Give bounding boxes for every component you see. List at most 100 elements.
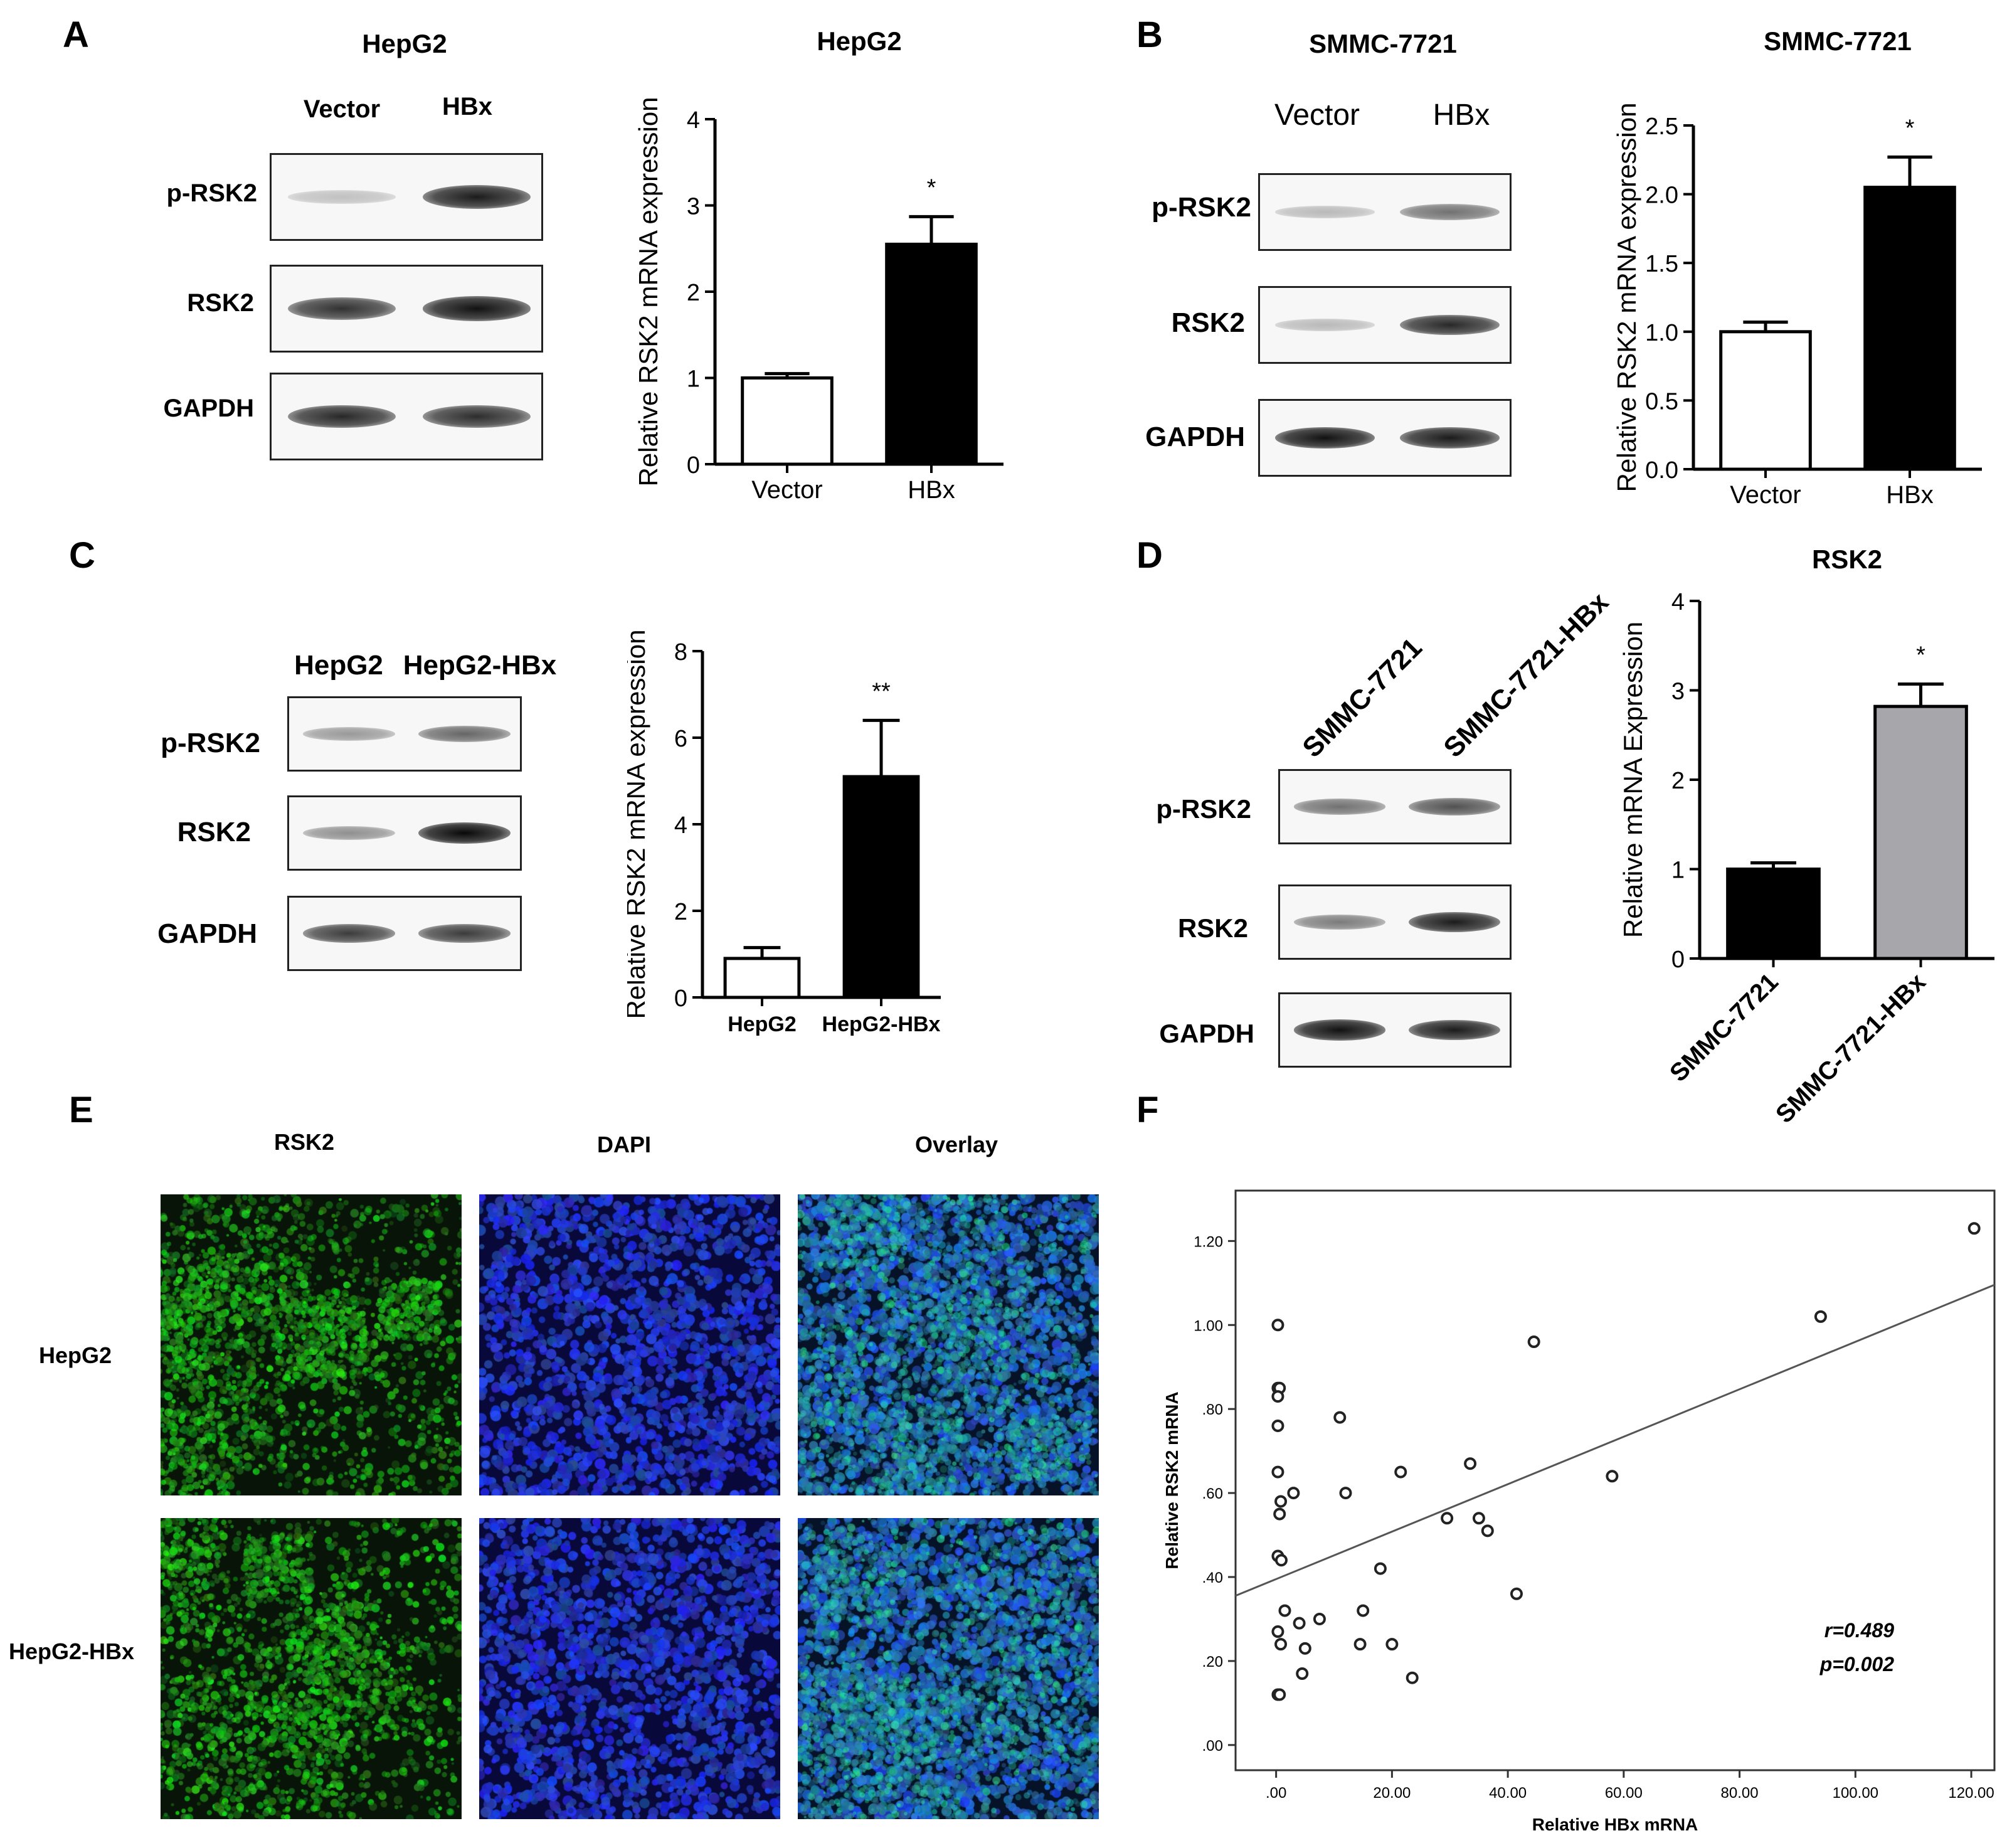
blot-b-strip-3 (1258, 399, 1512, 477)
y-tick-label: 1.0 (1645, 320, 1678, 346)
blot-a-lane-1: Vector (303, 95, 381, 123)
panel-label-a: A (63, 14, 89, 55)
significance-marker: * (927, 174, 936, 201)
blot-d-lane-2: SMMC-7721-HBx (1438, 587, 1614, 763)
y-tick-label: 4 (687, 107, 700, 134)
blot-a-lane-2: HBx (442, 93, 493, 120)
blot-b-lane-2: HBx (1432, 98, 1490, 132)
bar (1863, 186, 1956, 471)
x-axis-label: Relative HBx mRNA (1532, 1815, 1698, 1834)
y-tick-label: 4 (674, 812, 687, 839)
chart-c: 0 2 4 6 8 Relative RSK2 mRNA expression HepG2 *… (627, 630, 941, 1036)
data-point (1374, 1562, 1387, 1575)
annotation-r: r=0.489 (1824, 1619, 1894, 1642)
chart-a: HepG2 0 1 2 3 4 Relative RSK2 mRNA expression V… (633, 26, 1004, 504)
blot-b-lane-1: Vector (1274, 98, 1360, 132)
blot-a-label-p-rsk2: p-RSK2 (166, 179, 257, 207)
y-tick-label: 3 (1671, 679, 1685, 705)
y-axis-label: Relative RSK2 mRNA expression (627, 630, 650, 1019)
y-tick-label: 8 (674, 639, 687, 666)
panel-label-c: C (69, 535, 95, 576)
significance-marker: * (1905, 115, 1915, 141)
panel-label-b: B (1136, 14, 1163, 55)
y-tick-label: 1.20 (1194, 1233, 1223, 1250)
micrograph-row-hepg2: HepG2 (39, 1342, 112, 1368)
blot-d-label-rsk2: RSK2 (1177, 913, 1248, 943)
data-point (1293, 1617, 1306, 1630)
chart-f: .00 .20 .40 .60 .80 1.00 1.20 .00 20.00 40.00 60.0… (1162, 1189, 1996, 1834)
blot-d-strip-1 (1278, 769, 1512, 844)
panel-label-f: F (1136, 1090, 1159, 1130)
blot-c-lane-1: HepG2 (294, 650, 383, 681)
y-axis-label: Relative RSK2 mRNA (1162, 1391, 1182, 1569)
data-point (1273, 1688, 1286, 1701)
blot-band (287, 190, 396, 204)
data-point (1967, 1222, 1981, 1235)
micrograph-hepg2-overlay (798, 1194, 1099, 1495)
y-tick-label: 0.5 (1645, 388, 1678, 415)
blot-band (287, 405, 396, 428)
x-tick-label: 80.00 (1721, 1785, 1759, 1802)
data-point (1510, 1587, 1523, 1600)
data-point (1441, 1512, 1454, 1525)
x-tick-label: HBx (1886, 481, 1934, 509)
y-tick-label: 1 (1671, 858, 1685, 884)
blot-a-strip-1 (270, 153, 543, 241)
data-point (1271, 1625, 1284, 1638)
x-tick-label: SMMC-7721-HBx (1771, 968, 1931, 1128)
blot-band (303, 924, 396, 943)
blot-c-label-rsk2: RSK2 (177, 817, 251, 847)
x-tick-label: SMMC-7721 (1665, 968, 1784, 1087)
data-point (1353, 1638, 1367, 1651)
y-tick-label: .80 (1202, 1401, 1223, 1418)
blot-a-strip-3 (270, 373, 543, 460)
panel-label-e: E (69, 1090, 93, 1130)
data-point (1271, 1319, 1284, 1332)
x-tick-label: .00 (1266, 1785, 1286, 1802)
bar (741, 376, 834, 466)
bar (1726, 868, 1821, 960)
blot-a-strip-2 (270, 265, 543, 353)
y-tick-label: .40 (1202, 1569, 1223, 1586)
blot-d-label-p-rsk2: p-RSK2 (1156, 794, 1251, 824)
blot-band (1408, 911, 1501, 933)
micrograph-hepg2-hbx-overlay (798, 1518, 1099, 1819)
blot-band (1399, 314, 1500, 336)
micrograph-row-hepg2-hbx: HepG2-HBx (9, 1638, 135, 1664)
blot-b-strip-2 (1258, 286, 1512, 364)
bar (723, 957, 801, 999)
regression-line (1235, 1283, 1995, 1597)
bar (842, 775, 920, 999)
y-tick-label: 1 (687, 366, 700, 393)
blot-b-label-rsk2: RSK2 (1171, 307, 1245, 338)
y-tick-label: 0 (687, 452, 700, 479)
blot-band (418, 924, 511, 943)
y-tick-label: 4 (1671, 589, 1685, 615)
blot-c-lane-2: HepG2-HBx (403, 650, 557, 681)
y-tick-label: 6 (674, 726, 687, 752)
blot-d-lane-labels: SMMC-7721 SMMC-7721-HBx (1296, 587, 1614, 763)
significance-marker: * (1916, 642, 1925, 669)
blot-band (418, 726, 511, 742)
blot-band (1399, 204, 1500, 220)
y-tick-label: 2 (674, 899, 687, 925)
data-point (1271, 1465, 1284, 1479)
bar (1719, 330, 1812, 471)
x-tick-label: HepG2 (728, 1012, 797, 1036)
y-tick-label: .20 (1202, 1654, 1223, 1670)
blot-band (1293, 1019, 1386, 1041)
blot-band (1399, 427, 1500, 449)
y-tick-label: 2 (687, 280, 700, 306)
chart-d: RSK2 0 1 2 3 4 Relative mRNA Expression SMMC-77… (1618, 544, 1994, 1128)
blot-a-title: HepG2 (362, 29, 447, 58)
data-point (1385, 1638, 1399, 1651)
data-point (1274, 1554, 1288, 1567)
bar (1873, 704, 1968, 960)
blot-b-strip-1 (1258, 173, 1512, 251)
data-point (1296, 1667, 1309, 1680)
data-point (1472, 1512, 1485, 1525)
chart-title: HepG2 (817, 26, 901, 56)
blot-band (418, 822, 511, 844)
data-point (1333, 1411, 1347, 1424)
